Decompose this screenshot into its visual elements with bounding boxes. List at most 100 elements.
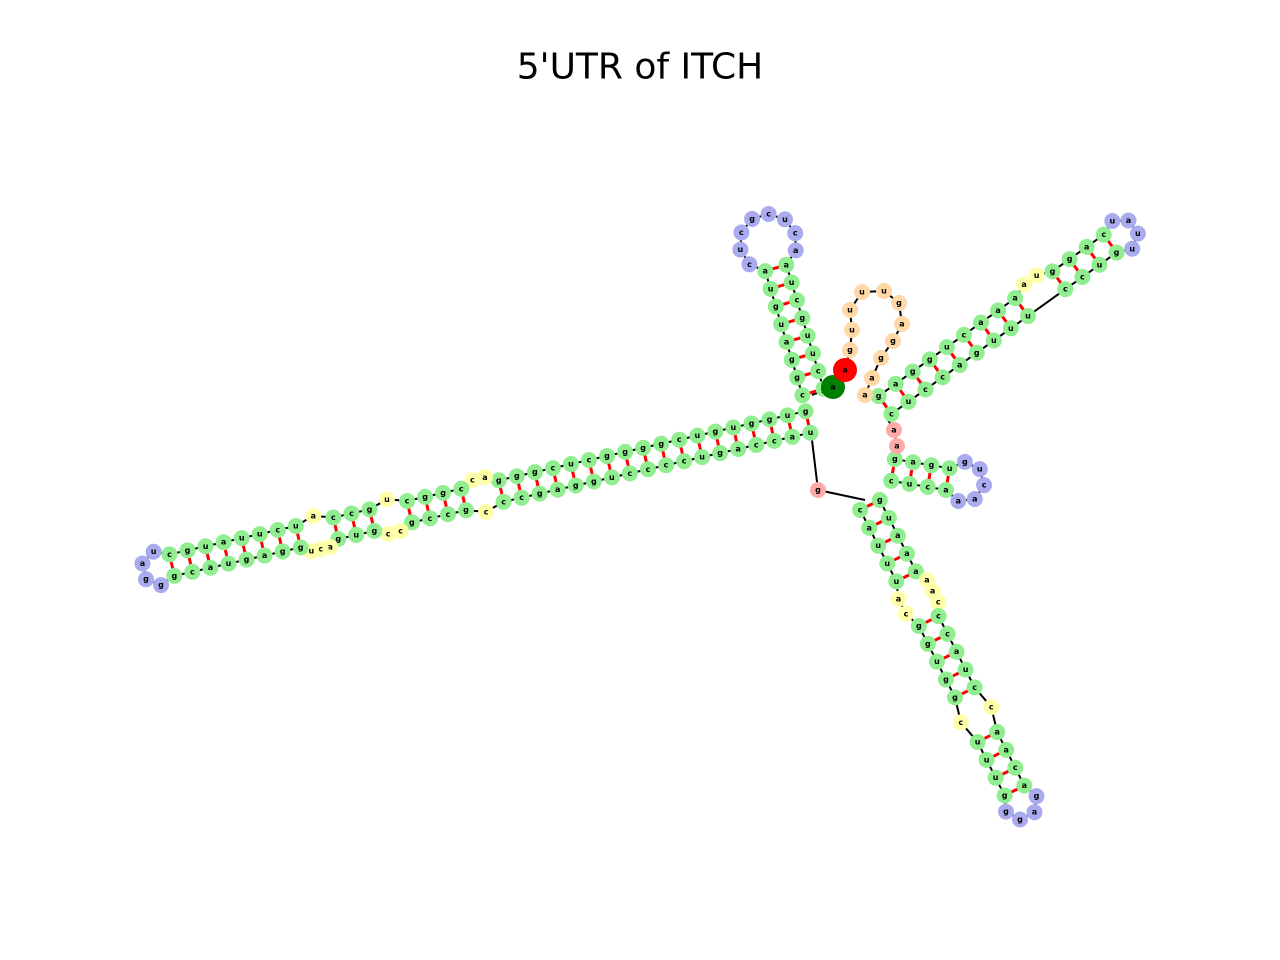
nucleotide — [513, 489, 530, 506]
nucleotide — [889, 527, 906, 544]
nucleotide — [990, 302, 1007, 319]
nucleotide — [787, 225, 804, 242]
nucleotide-label: u — [808, 428, 814, 437]
nucleotide — [1016, 777, 1033, 794]
nucleotide-label: u — [1008, 324, 1014, 333]
nucleotide — [343, 505, 360, 522]
nucleotide-label: u — [609, 473, 615, 482]
nucleotide — [251, 526, 268, 543]
nucleotide — [585, 473, 602, 490]
nucleotide — [907, 563, 924, 580]
nucleotide-label: g — [892, 455, 898, 464]
nucleotide — [778, 334, 795, 351]
nucleotide-label: c — [428, 514, 433, 523]
nucleotide-label: c — [1013, 763, 1018, 772]
nucleotide — [378, 491, 395, 508]
nucleotide-label: c — [1101, 230, 1106, 239]
nucleotide — [951, 356, 968, 373]
nucleotide — [941, 460, 958, 477]
nucleotide — [888, 573, 905, 590]
nucleotide — [767, 298, 784, 315]
nucleotide-label: g — [773, 302, 779, 311]
nucleotide — [567, 477, 584, 494]
nucleotide-label: g — [496, 476, 502, 485]
nucleotide-label: a — [1022, 781, 1027, 790]
nucleotide-label: c — [945, 629, 950, 638]
nucleotide — [783, 351, 800, 368]
nucleotide — [880, 509, 897, 526]
nucleotide — [325, 509, 342, 526]
nucleotide-label: u — [257, 530, 263, 539]
nucleotide-label: a — [482, 473, 487, 482]
nucleotide-label: g — [803, 407, 809, 416]
nucleotide-label: u — [226, 559, 232, 568]
nucleotide-label: a — [1126, 216, 1131, 225]
nucleotide — [348, 526, 365, 543]
nucleotide-label: u — [768, 284, 774, 293]
nucleotide-label: u — [731, 423, 737, 432]
nucleotide-label: u — [151, 547, 157, 556]
nucleotide-label: g — [925, 639, 931, 648]
nucleotide-label: c — [331, 513, 336, 522]
nucleotide — [870, 537, 887, 554]
nucleotide-label: a — [869, 374, 874, 383]
nucleotide — [1120, 212, 1137, 229]
nucleotide-label: u — [568, 460, 574, 469]
nucleotide-label: c — [587, 456, 592, 465]
nucleotide-label: c — [349, 509, 354, 518]
nucleotide — [898, 545, 915, 562]
nucleotide-label: u — [881, 287, 887, 296]
nucleotide-label: c — [275, 526, 280, 535]
nucleotide-label: g — [422, 492, 428, 501]
nucleotide — [910, 617, 927, 634]
nucleotide — [653, 435, 670, 452]
nucleotide — [292, 539, 309, 556]
nucleotide-label: a — [784, 260, 789, 269]
nucleotide-label: c — [1063, 285, 1068, 294]
nucleotide — [478, 503, 495, 520]
nucleotide — [794, 387, 811, 404]
nucleotide-label: a — [1021, 280, 1026, 289]
nucleotide-label: c — [398, 527, 403, 536]
nucleotide — [842, 342, 858, 358]
nucleotide — [934, 369, 951, 386]
nucleotide-label: u — [384, 495, 390, 504]
nucleotide-label: g — [409, 518, 415, 527]
nucleotide — [621, 465, 638, 482]
nucleotide — [861, 519, 878, 536]
nucleotide-label: c — [936, 612, 941, 621]
nucleotide — [137, 571, 154, 588]
nucleotide — [134, 555, 151, 572]
nucleotide — [694, 449, 711, 466]
nucleotide-label: a — [1032, 808, 1037, 817]
nucleotide — [854, 284, 870, 300]
nucleotide — [939, 625, 956, 642]
nucleotide-label: a — [954, 647, 959, 656]
nucleotide-label: u — [984, 755, 990, 764]
nucleotide — [549, 481, 566, 498]
nucleotide — [1007, 759, 1024, 776]
nucleotide-label: a — [891, 426, 896, 435]
nucleotide-label: a — [736, 444, 741, 453]
nucleotide-label: c — [959, 718, 964, 727]
nucleotide — [844, 322, 860, 338]
nucleotide — [562, 456, 579, 473]
nucleotide-label: a — [555, 485, 560, 494]
nucleotide — [671, 431, 688, 448]
nucleotide — [215, 534, 232, 551]
nucleotide-label: g — [1002, 791, 1008, 800]
nucleotide-label: g — [910, 367, 916, 376]
nucleotide — [776, 211, 793, 228]
nucleotide-label: u — [1034, 271, 1040, 280]
nucleotide — [788, 292, 805, 309]
nucleotide-label: a — [943, 485, 948, 494]
nucleotide-label: c — [889, 409, 894, 418]
nucleotide-label: c — [982, 481, 987, 490]
nucleotide-label: u — [934, 657, 940, 666]
nucleotide — [732, 241, 749, 258]
nucleotide-label: g — [794, 373, 800, 382]
nucleotide-label: g — [640, 443, 646, 452]
nucleotide-label: g — [815, 486, 821, 495]
nucleotide — [948, 643, 965, 660]
